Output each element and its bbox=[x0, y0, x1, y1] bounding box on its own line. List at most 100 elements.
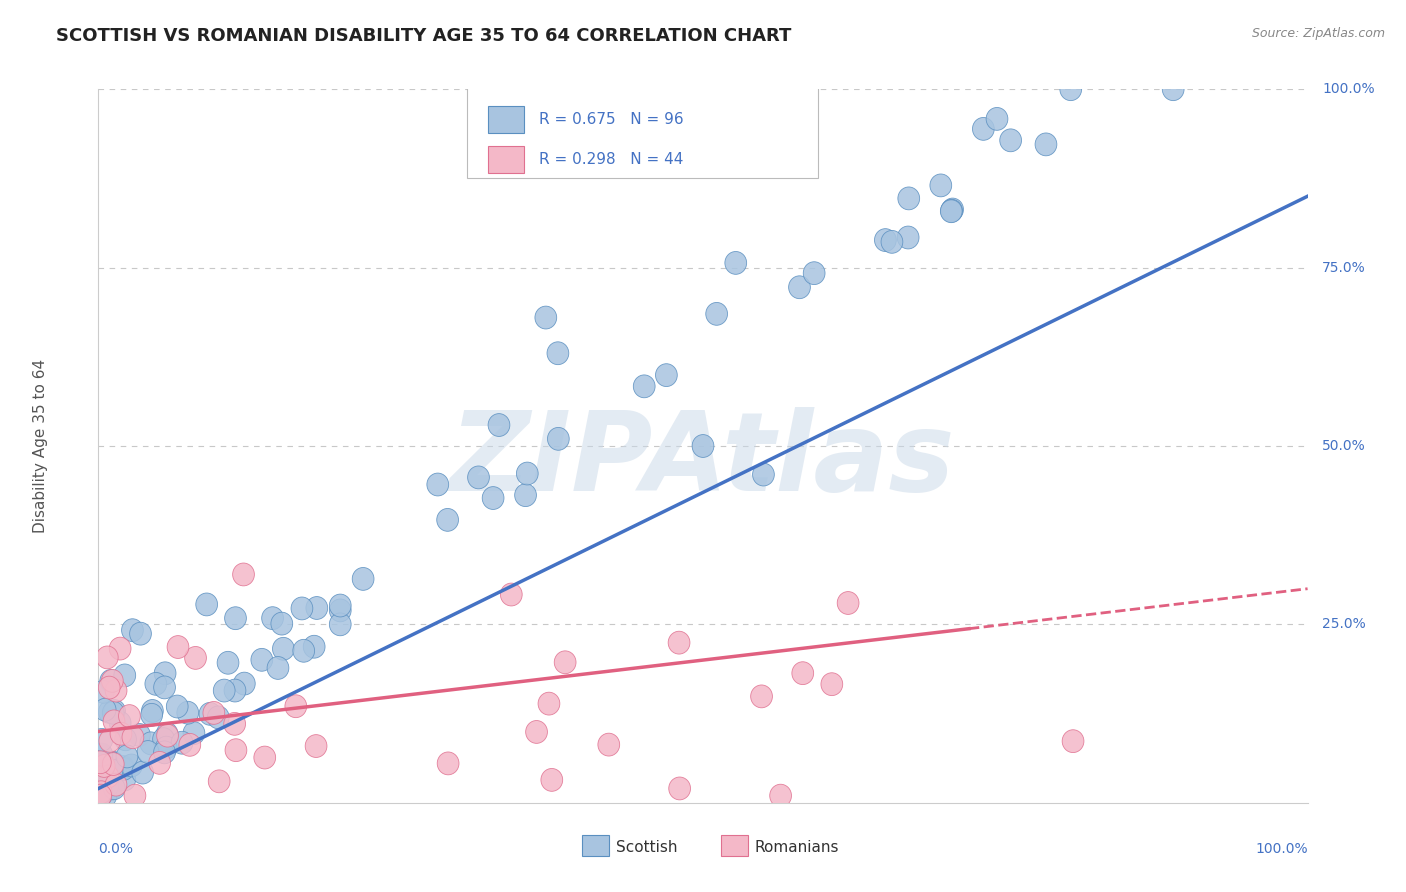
Text: R = 0.298   N = 44: R = 0.298 N = 44 bbox=[538, 152, 683, 167]
Ellipse shape bbox=[96, 784, 117, 807]
Ellipse shape bbox=[100, 778, 121, 801]
Ellipse shape bbox=[217, 651, 239, 674]
Ellipse shape bbox=[669, 777, 690, 800]
Ellipse shape bbox=[91, 776, 114, 798]
Ellipse shape bbox=[208, 706, 229, 729]
Ellipse shape bbox=[304, 635, 325, 658]
Ellipse shape bbox=[156, 736, 177, 759]
Ellipse shape bbox=[547, 342, 569, 365]
Ellipse shape bbox=[105, 761, 127, 784]
Ellipse shape bbox=[110, 637, 131, 660]
Ellipse shape bbox=[172, 731, 193, 754]
Ellipse shape bbox=[292, 640, 315, 662]
Bar bbox=[721, 835, 748, 856]
Ellipse shape bbox=[129, 623, 152, 645]
Ellipse shape bbox=[986, 107, 1008, 130]
Ellipse shape bbox=[200, 702, 221, 725]
Ellipse shape bbox=[124, 784, 146, 807]
Ellipse shape bbox=[554, 651, 576, 673]
Text: SCOTTISH VS ROMANIAN DISABILITY AGE 35 TO 64 CORRELATION CHART: SCOTTISH VS ROMANIAN DISABILITY AGE 35 T… bbox=[56, 27, 792, 45]
Ellipse shape bbox=[1163, 78, 1184, 101]
Ellipse shape bbox=[427, 473, 449, 496]
Ellipse shape bbox=[929, 174, 952, 197]
Ellipse shape bbox=[128, 723, 150, 747]
Ellipse shape bbox=[1000, 129, 1022, 152]
Ellipse shape bbox=[121, 754, 142, 777]
Ellipse shape bbox=[897, 226, 920, 249]
Ellipse shape bbox=[184, 647, 207, 669]
Ellipse shape bbox=[91, 729, 112, 751]
Ellipse shape bbox=[488, 414, 510, 436]
Ellipse shape bbox=[153, 741, 176, 764]
Ellipse shape bbox=[103, 751, 124, 774]
Ellipse shape bbox=[115, 728, 136, 751]
Ellipse shape bbox=[329, 613, 352, 636]
Ellipse shape bbox=[752, 463, 775, 486]
Ellipse shape bbox=[208, 770, 231, 793]
Ellipse shape bbox=[941, 199, 963, 222]
Ellipse shape bbox=[141, 732, 162, 755]
Ellipse shape bbox=[501, 583, 522, 606]
Ellipse shape bbox=[941, 200, 962, 223]
Ellipse shape bbox=[97, 765, 120, 788]
Ellipse shape bbox=[112, 757, 135, 780]
Ellipse shape bbox=[118, 705, 141, 728]
Ellipse shape bbox=[769, 784, 792, 807]
Ellipse shape bbox=[153, 730, 176, 752]
Ellipse shape bbox=[538, 692, 560, 715]
Ellipse shape bbox=[232, 563, 254, 586]
Ellipse shape bbox=[468, 466, 489, 489]
Ellipse shape bbox=[90, 780, 112, 804]
Ellipse shape bbox=[250, 648, 273, 672]
Ellipse shape bbox=[516, 462, 538, 485]
Ellipse shape bbox=[89, 744, 111, 767]
Ellipse shape bbox=[214, 679, 235, 702]
Ellipse shape bbox=[353, 567, 374, 591]
Ellipse shape bbox=[706, 302, 727, 326]
Text: 75.0%: 75.0% bbox=[1322, 260, 1365, 275]
Ellipse shape bbox=[110, 723, 132, 745]
Ellipse shape bbox=[233, 673, 256, 695]
Ellipse shape bbox=[526, 721, 547, 743]
Ellipse shape bbox=[103, 753, 124, 775]
Ellipse shape bbox=[515, 483, 537, 507]
Bar bbox=[488, 105, 524, 133]
Ellipse shape bbox=[101, 669, 124, 692]
Ellipse shape bbox=[254, 746, 276, 769]
Ellipse shape bbox=[305, 735, 328, 757]
Ellipse shape bbox=[179, 733, 201, 756]
Ellipse shape bbox=[668, 632, 690, 654]
Ellipse shape bbox=[307, 597, 328, 619]
FancyBboxPatch shape bbox=[467, 86, 818, 178]
Text: ZIPAtlas: ZIPAtlas bbox=[450, 407, 956, 514]
Ellipse shape bbox=[112, 756, 135, 779]
Ellipse shape bbox=[1060, 78, 1081, 101]
Ellipse shape bbox=[437, 752, 458, 775]
Ellipse shape bbox=[122, 726, 143, 748]
Text: Disability Age 35 to 64: Disability Age 35 to 64 bbox=[32, 359, 48, 533]
Ellipse shape bbox=[942, 198, 963, 221]
Ellipse shape bbox=[273, 638, 294, 660]
Ellipse shape bbox=[97, 646, 118, 669]
Text: 100.0%: 100.0% bbox=[1322, 82, 1375, 96]
Ellipse shape bbox=[97, 774, 118, 797]
Ellipse shape bbox=[105, 679, 127, 702]
Ellipse shape bbox=[153, 728, 174, 750]
Ellipse shape bbox=[103, 701, 124, 724]
Ellipse shape bbox=[104, 699, 125, 723]
Text: R = 0.675   N = 96: R = 0.675 N = 96 bbox=[538, 112, 683, 127]
Text: Romanians: Romanians bbox=[755, 839, 839, 855]
Ellipse shape bbox=[98, 700, 120, 723]
Ellipse shape bbox=[166, 695, 188, 718]
Ellipse shape bbox=[973, 118, 994, 140]
Ellipse shape bbox=[156, 723, 179, 746]
Ellipse shape bbox=[437, 508, 458, 532]
Ellipse shape bbox=[655, 364, 678, 386]
Ellipse shape bbox=[98, 730, 121, 752]
Text: 0.0%: 0.0% bbox=[98, 842, 134, 856]
Ellipse shape bbox=[285, 695, 307, 718]
Ellipse shape bbox=[90, 784, 111, 807]
Ellipse shape bbox=[94, 698, 117, 721]
Ellipse shape bbox=[142, 699, 163, 723]
Ellipse shape bbox=[329, 594, 352, 617]
